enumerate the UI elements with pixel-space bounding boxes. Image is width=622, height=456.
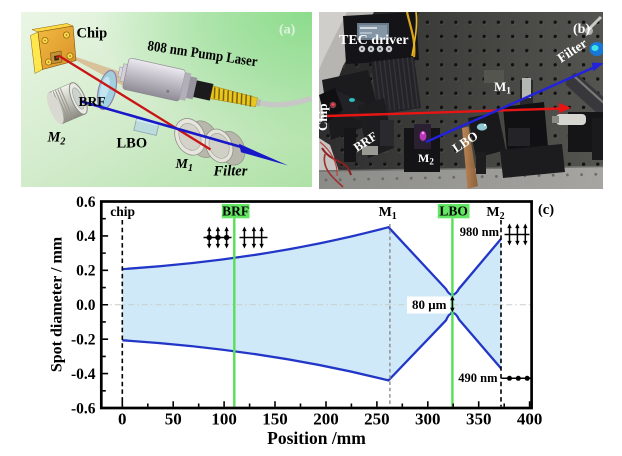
svg-text:Chip: Chip [315, 104, 330, 131]
svg-text:Filter: Filter [213, 164, 248, 180]
svg-text:(a): (a) [279, 23, 296, 38]
svg-text:Spot diameter / mm: Spot diameter / mm [49, 236, 66, 372]
svg-text:350: 350 [466, 410, 492, 429]
svg-text:LBO: LBO [117, 136, 148, 152]
svg-text:0.4: 0.4 [76, 228, 96, 245]
svg-text:0: 0 [118, 410, 127, 429]
svg-text:100: 100 [211, 410, 237, 429]
svg-text:-0.4: -0.4 [71, 366, 96, 383]
svg-text:50: 50 [165, 410, 182, 429]
svg-text:LBO: LBO [439, 204, 468, 219]
svg-text:Chip: Chip [77, 26, 108, 42]
svg-text:BRF: BRF [222, 204, 249, 219]
svg-text:200: 200 [313, 410, 339, 429]
svg-text:250: 250 [364, 410, 390, 429]
svg-text:150: 150 [262, 410, 288, 429]
svg-text:M1: M1 [379, 205, 397, 222]
svg-text:0.0: 0.0 [76, 297, 96, 314]
svg-text:(c): (c) [538, 202, 554, 218]
svg-text:M2: M2 [486, 205, 504, 222]
svg-text:300: 300 [415, 410, 441, 429]
svg-text:BRF: BRF [79, 94, 106, 109]
svg-text:0.2: 0.2 [76, 263, 96, 280]
svg-text:0.6: 0.6 [76, 194, 96, 211]
svg-text:980 nm: 980 nm [460, 225, 500, 239]
svg-text:80 μm: 80 μm [412, 297, 447, 312]
svg-text:chip: chip [110, 204, 135, 219]
svg-text:400: 400 [517, 410, 543, 429]
svg-text:490 nm: 490 nm [458, 371, 498, 385]
svg-text:-0.2: -0.2 [71, 332, 96, 349]
svg-text:Position /mm: Position /mm [267, 428, 366, 448]
svg-text:-0.6: -0.6 [71, 400, 96, 417]
svg-text:(b): (b) [573, 22, 590, 37]
svg-text:TEC driver: TEC driver [339, 33, 409, 48]
